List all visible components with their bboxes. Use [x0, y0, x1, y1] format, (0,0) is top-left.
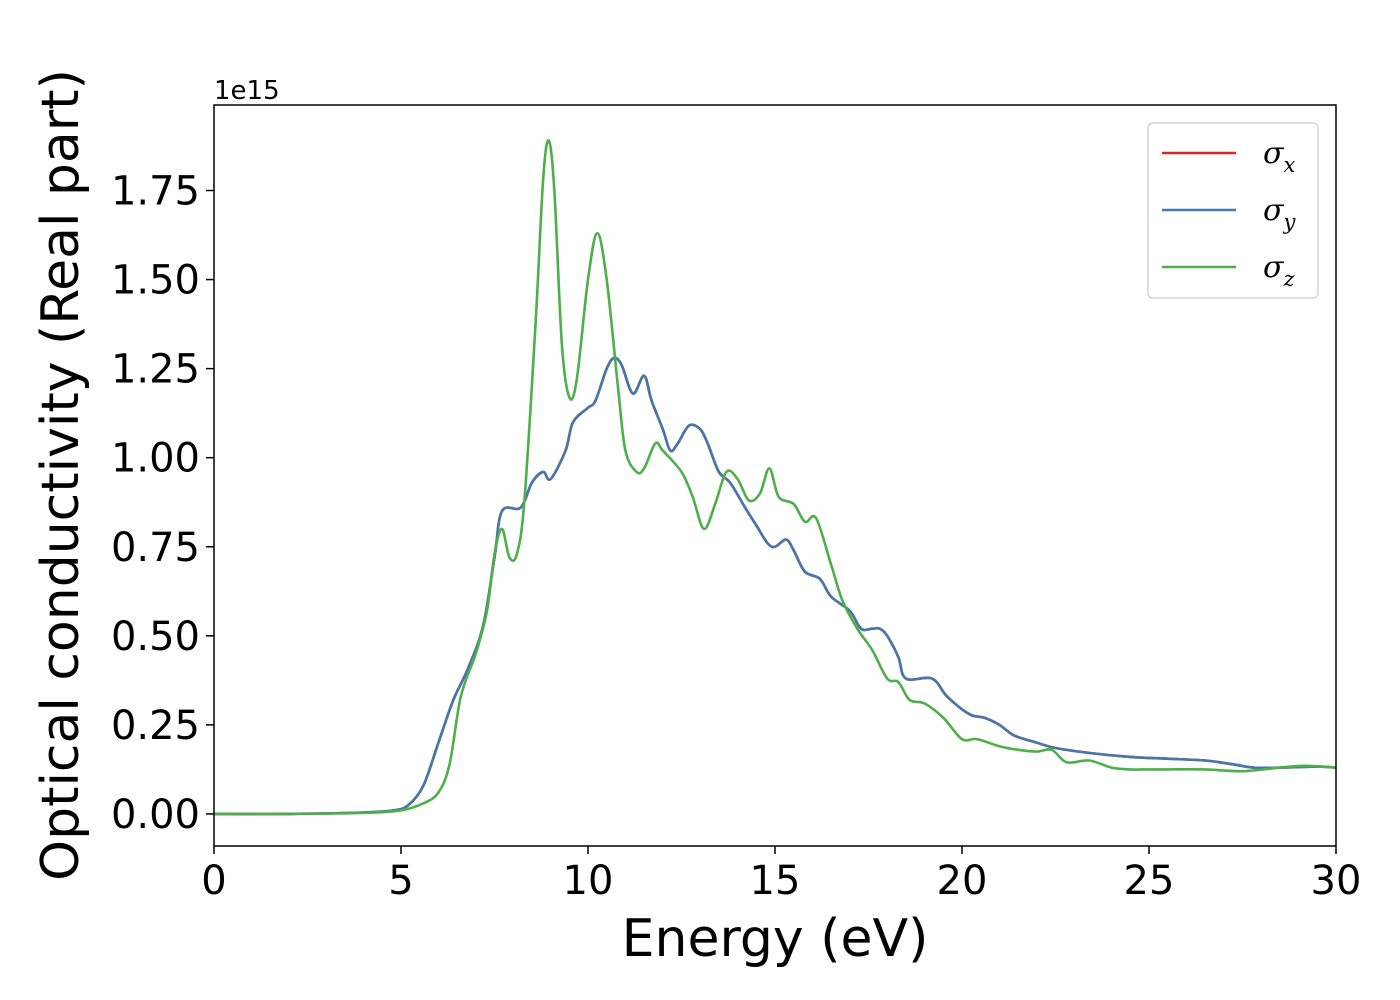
y-tick-label: 0.00: [111, 792, 200, 838]
x-axis-label: Energy (eV): [622, 909, 929, 969]
x-tick-label: 30: [1311, 858, 1362, 904]
y-tick-label: 0.25: [111, 703, 200, 749]
y-offset-label: 1e15: [214, 76, 280, 106]
x-tick-label: 20: [937, 858, 988, 904]
x-tick-label: 25: [1124, 858, 1175, 904]
x-tick-label: 10: [563, 858, 614, 904]
legend-entry-x: σx: [1263, 136, 1295, 177]
legend-subscript: x: [1283, 153, 1295, 177]
x-tick-label: 15: [750, 858, 801, 904]
y-axis: 0.00 0.25 0.50 0.75 1.00 1.25 1.50 1.75: [111, 169, 214, 838]
legend-symbol: σ: [1263, 193, 1285, 228]
y-tick-label: 0.75: [111, 525, 200, 571]
x-tick-label: 0: [201, 858, 226, 904]
legend-symbol: σ: [1263, 136, 1285, 171]
y-tick-label: 1.00: [111, 436, 200, 482]
y-tick-label: 0.50: [111, 614, 200, 660]
y-tick-label: 1.25: [111, 347, 200, 393]
legend-subscript: z: [1282, 267, 1295, 291]
legend-entry-y: σy: [1263, 193, 1296, 234]
series-layer: [214, 139, 1336, 816]
legend-subscript: y: [1282, 210, 1296, 234]
series-line-y: [214, 356, 1336, 816]
legend-entry-z: σz: [1263, 250, 1295, 291]
x-tick-label: 5: [388, 858, 413, 904]
legend-symbol: σ: [1263, 250, 1285, 285]
y-axis-label: Optical conductivity (Real part): [31, 69, 91, 881]
series-line-z: [214, 139, 1336, 816]
x-axis: 0 5 10 15 20 25 30: [201, 846, 1361, 904]
y-tick-label: 1.75: [111, 169, 200, 215]
y-tick-label: 1.50: [111, 258, 200, 304]
